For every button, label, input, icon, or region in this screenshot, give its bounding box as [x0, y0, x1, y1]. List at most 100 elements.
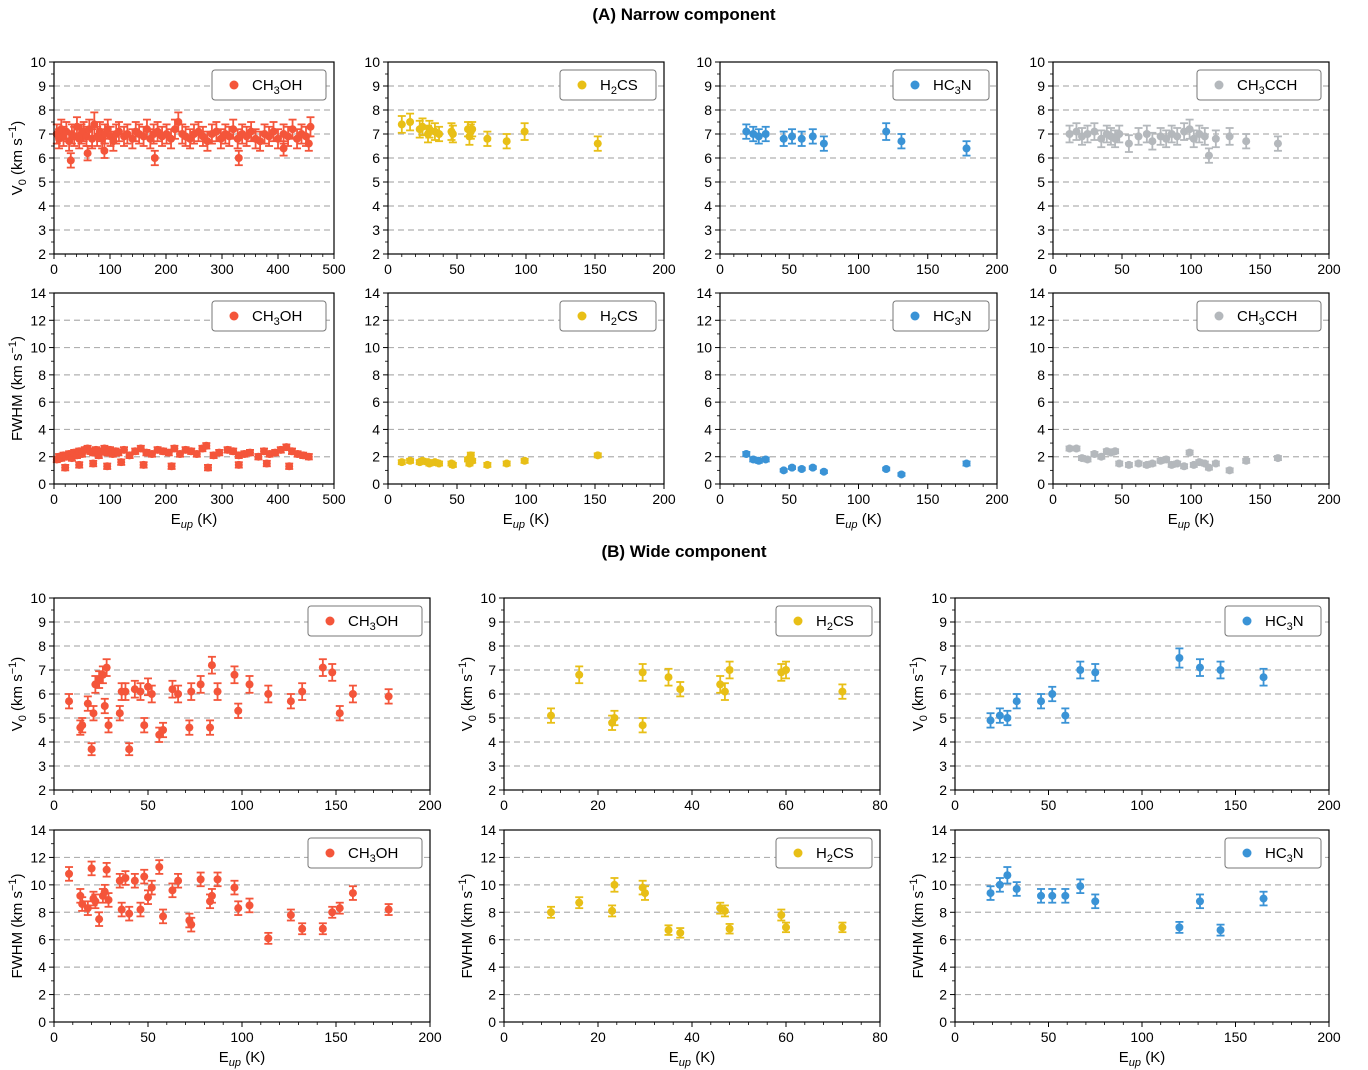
legend-label: H2CS	[816, 845, 854, 865]
y-tick-label: 4	[372, 198, 380, 214]
legend-box	[1196, 69, 1322, 101]
point-marker	[435, 130, 444, 138]
axes-frame	[503, 829, 881, 1023]
point-marker	[502, 137, 511, 146]
point-marker	[147, 883, 156, 892]
point-marker	[1175, 923, 1184, 932]
y-tick-label: 2	[1037, 449, 1045, 465]
data-point	[1091, 663, 1100, 682]
point-marker	[520, 456, 529, 465]
data-point	[1273, 135, 1282, 152]
data-point	[819, 467, 828, 476]
y-tick-label: 6	[488, 686, 496, 702]
data-point	[260, 123, 269, 145]
data-point	[207, 888, 216, 904]
data-point	[1083, 455, 1092, 464]
point-marker	[435, 459, 444, 468]
data-point	[1134, 459, 1143, 468]
data-point	[121, 870, 130, 886]
x-tick-label: 150	[916, 261, 940, 277]
y-tick-label: 10	[30, 590, 46, 606]
data-point	[1065, 444, 1074, 453]
data-point	[102, 862, 111, 878]
point-marker	[202, 441, 211, 450]
data-point	[230, 879, 239, 896]
y-tick-label: 8	[38, 102, 46, 118]
data-point	[66, 152, 75, 169]
data-point	[797, 464, 806, 473]
point-marker	[1072, 127, 1081, 136]
x-tick-label: 150	[583, 491, 607, 507]
data-point	[104, 717, 113, 734]
point-marker	[1185, 125, 1194, 134]
x-tick-label: 400	[266, 491, 290, 507]
point-marker	[593, 451, 602, 460]
point-marker	[83, 149, 92, 158]
point-marker	[1189, 134, 1198, 143]
y-tick-label: 8	[488, 904, 496, 920]
data-point	[1090, 449, 1099, 458]
y-tick-label: 4	[372, 421, 380, 437]
x-tick-label: 40	[684, 1029, 700, 1045]
x-tick-label: 0	[1049, 261, 1057, 277]
legend-box	[1224, 837, 1322, 869]
data-point	[1124, 460, 1133, 469]
data-point	[216, 128, 225, 150]
data-point	[608, 904, 617, 918]
point-marker	[418, 122, 427, 131]
data-point	[318, 922, 327, 936]
y-tick-label: 4	[488, 734, 496, 750]
point-marker	[123, 130, 132, 138]
data-point	[384, 903, 393, 916]
point-marker	[103, 462, 112, 471]
y-tick-label: 0	[38, 476, 46, 492]
point-marker	[196, 680, 205, 689]
data-point	[1211, 459, 1220, 468]
y-tick-label: 3	[38, 222, 46, 238]
x-tick-label: 150	[324, 1029, 348, 1045]
data-point	[1111, 447, 1120, 456]
data-point	[1173, 459, 1182, 468]
x-tick-label: 0	[1049, 491, 1057, 507]
x-axis-label: Eup (K)	[1168, 511, 1214, 531]
data-point	[593, 135, 602, 152]
y-tick-label: 4	[939, 734, 947, 750]
point-marker	[196, 875, 205, 884]
y-tick-label: 2	[704, 246, 712, 262]
point-marker	[144, 682, 152, 691]
data-point	[483, 130, 492, 147]
point-marker	[1115, 459, 1124, 468]
legend-label: HC3N	[1265, 613, 1304, 633]
point-marker	[121, 874, 130, 882]
data-point	[245, 897, 254, 914]
y-tick-label: 2	[488, 782, 496, 798]
data-point	[265, 125, 274, 147]
data-point	[335, 901, 344, 915]
data-point	[1273, 454, 1282, 463]
y-tick-label: 6	[1037, 394, 1045, 410]
point-marker	[962, 459, 971, 468]
point-marker	[115, 709, 124, 718]
y-tick-label: 2	[38, 782, 46, 798]
point-marker	[986, 889, 995, 898]
legend-label: HC3N	[933, 308, 972, 328]
y-tick-label: 14	[364, 285, 380, 301]
x-tick-label: 200	[1317, 1029, 1341, 1045]
data-point	[448, 460, 457, 469]
data-point	[761, 455, 770, 464]
point-marker	[1225, 466, 1234, 475]
y-tick-label: 2	[939, 987, 947, 1003]
data-point	[1003, 709, 1012, 727]
axes-frame	[1052, 61, 1330, 255]
axes-frame	[53, 292, 335, 485]
y-tick-label: 10	[480, 877, 496, 893]
data-point	[882, 122, 891, 141]
x-tick-label: 200	[154, 261, 178, 277]
point-marker	[1003, 871, 1012, 880]
point-marker	[1037, 697, 1046, 706]
legend-box	[775, 837, 873, 869]
legend-marker	[1214, 80, 1224, 90]
data-point	[117, 901, 126, 918]
point-marker	[754, 456, 763, 465]
data-point	[1216, 660, 1225, 680]
